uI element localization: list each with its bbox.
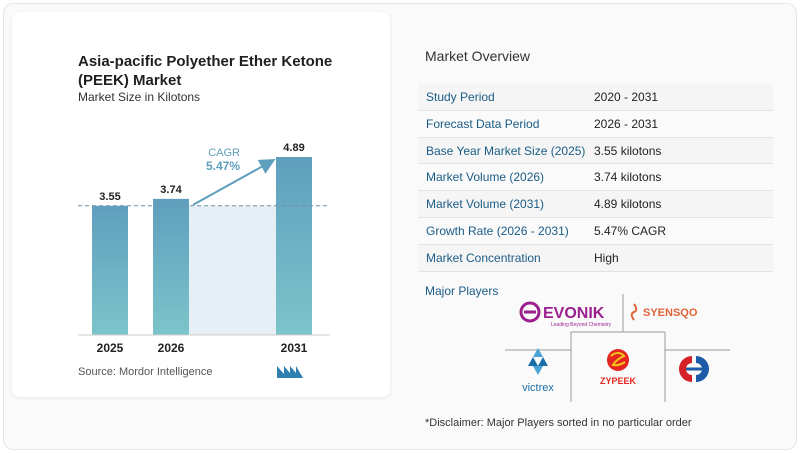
overview-label: Market Concentration (426, 250, 541, 265)
overview-label: Study Period (426, 90, 495, 104)
victrex-wordmark: victrex (522, 382, 554, 394)
market-overview-title: Market Overview (425, 48, 531, 64)
cagr-value: 5.47% (206, 159, 240, 173)
major-players-title: Major Players (425, 284, 499, 298)
overview-value: 3.74 kilotons (594, 170, 662, 185)
bar-2031 (276, 157, 312, 335)
major-players-grid: EVONIK Leading Beyond Chemistry SYENSQO … (505, 294, 730, 402)
victrex-triangles-icon (528, 348, 548, 375)
mordor-logo-icon (277, 366, 303, 378)
value-label-2025: 3.55 (99, 191, 120, 203)
evonik-ring-icon (519, 301, 541, 323)
overview-value: 5.47% CAGR (594, 223, 667, 238)
overview-row-volume-2026: Market Volume (2026) 3.74 kilotons (418, 164, 773, 192)
cagr-arrow (192, 159, 276, 206)
market-overview-table: Study Period 2020 - 2031 Forecast Data P… (418, 84, 773, 272)
zypeek-logo: ZYPEEK (600, 349, 637, 386)
overview-label: Market Volume (2031) (426, 197, 545, 212)
syensqo-mark-icon (630, 303, 638, 321)
evonik-tagline: Leading Beyond Chemistry (551, 322, 612, 328)
category-label-2026: 2026 (158, 341, 185, 355)
overview-value: High (594, 250, 619, 265)
bar-2025 (92, 205, 128, 335)
cagr-label: CAGR (208, 147, 240, 159)
overview-label: Base Year Market Size (2025) (426, 143, 586, 158)
forecast-shade (189, 205, 276, 335)
syensqo-wordmark: SYENSQO (643, 307, 698, 319)
company-emblem-icon (679, 356, 709, 382)
overview-row-base-year-size: Base Year Market Size (2025) 3.55 kiloto… (418, 137, 773, 165)
overview-row-concentration: Market Concentration High (418, 244, 773, 272)
zypeek-wordmark: ZYPEEK (600, 376, 637, 386)
overview-row-growth-rate: Growth Rate (2026 - 2031) 5.47% CAGR (418, 218, 773, 245)
overview-row-forecast-period: Forecast Data Period 2026 - 2031 (418, 111, 773, 138)
evonik-wordmark: EVONIK (543, 305, 605, 322)
category-label-2025: 2025 (97, 341, 124, 355)
overview-value: 2020 - 2031 (594, 90, 659, 104)
value-label-2031: 4.89 (283, 142, 304, 154)
overview-label: Forecast Data Period (426, 116, 540, 131)
overview-row-volume-2031: Market Volume (2031) 4.89 kilotons (418, 191, 773, 218)
overview-row-study-period: Study Period 2020 - 2031 (418, 84, 773, 111)
chart-subtitle: Market Size in Kilotons (78, 90, 201, 104)
chart-title: Asia-pacific Polyether Ether Ketone (PEE… (78, 53, 333, 89)
victrex-logo: victrex (522, 348, 554, 394)
overview-value: 2026 - 2031 (594, 116, 659, 131)
category-label-2031: 2031 (281, 341, 308, 355)
chart-source: Source: Mordor Intelligence (78, 366, 213, 378)
overview-value: 4.89 kilotons (594, 197, 662, 212)
bar-2026 (153, 198, 189, 335)
overview-value: 3.55 kilotons (594, 143, 662, 158)
overview-label: Growth Rate (2026 - 2031) (426, 223, 569, 238)
evonik-logo: EVONIK Leading Beyond Chemistry (519, 301, 612, 328)
syensqo-logo: SYENSQO (630, 303, 698, 321)
overview-label: Market Volume (2026) (426, 170, 545, 185)
bar-chart: 3.55 2025 3.74 2026 4.89 2031 CAGR 5.47% (78, 142, 330, 355)
disclaimer-text: *Disclaimer: Major Players sorted in no … (425, 417, 692, 429)
value-label-2026: 3.74 (160, 184, 182, 196)
